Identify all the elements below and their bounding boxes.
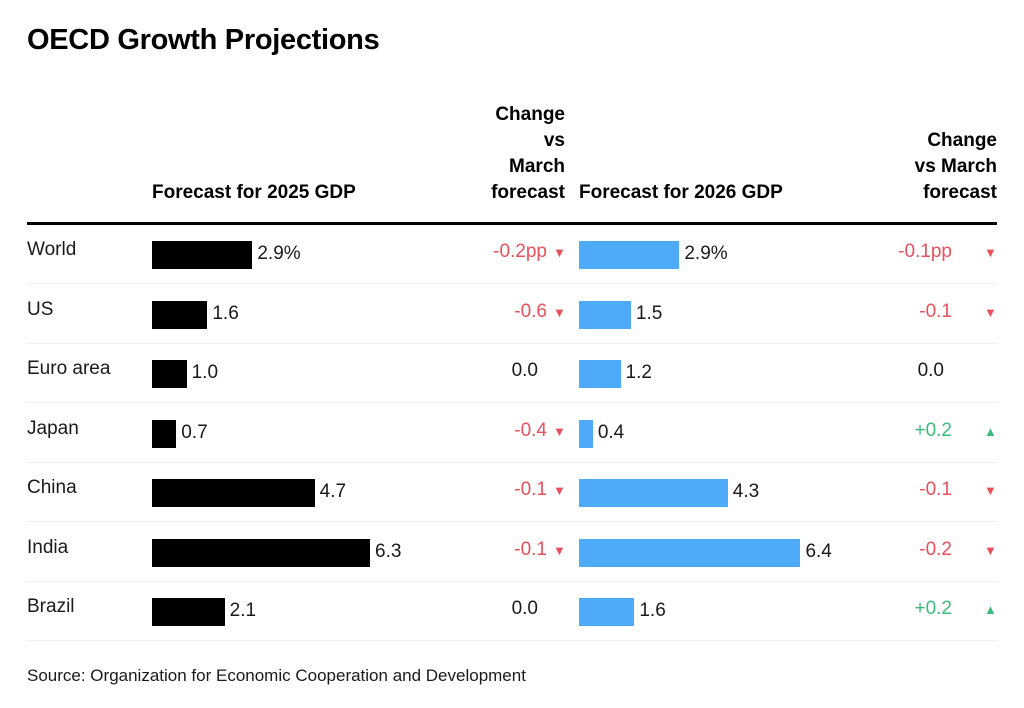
source-note: Source: Organization for Economic Cooper… bbox=[27, 666, 526, 685]
table-row: India 6.3 -0.1 ▼ 6.4 -0.2 ▼ bbox=[27, 523, 997, 582]
down-arrow-icon: ▼ bbox=[553, 483, 566, 498]
bar-2026 bbox=[579, 479, 728, 507]
header-line: vs bbox=[543, 130, 565, 151]
row-divider bbox=[27, 342, 997, 344]
bar-2025 bbox=[152, 300, 208, 329]
value-2025: 6.3 bbox=[375, 540, 402, 562]
change-2025: 0.0 bbox=[511, 360, 538, 381]
down-arrow-icon: ▼ bbox=[553, 542, 566, 558]
country-label: Brazil bbox=[27, 596, 75, 617]
change-2026: -0.1pp bbox=[898, 241, 952, 262]
change-2026: -0.2 bbox=[919, 538, 952, 560]
value-2026: 1.5 bbox=[635, 302, 663, 324]
header-line: Change bbox=[927, 130, 997, 151]
value-2026: 2.9% bbox=[684, 243, 728, 264]
row-divider bbox=[27, 580, 997, 582]
value-2025: 0.7 bbox=[181, 421, 208, 443]
table-row: China 4.7 -0.1 ▼ 4.3 -0.1 ▼ bbox=[27, 463, 997, 522]
value-2025: 1.6 bbox=[212, 302, 239, 324]
change-2026: +0.2 bbox=[914, 419, 952, 441]
change-2026: -0.1 bbox=[919, 479, 952, 500]
bar-2026 bbox=[579, 419, 593, 448]
bar-2025 bbox=[152, 241, 253, 269]
header-line: March bbox=[509, 156, 565, 177]
row-divider bbox=[27, 640, 997, 641]
value-2026: 0.4 bbox=[597, 421, 625, 443]
row-divider bbox=[27, 402, 997, 403]
value-2026: 6.4 bbox=[805, 540, 832, 562]
header-line: forecast bbox=[491, 182, 565, 203]
down-arrow-icon: ▼ bbox=[984, 245, 997, 260]
bar-2025 bbox=[152, 419, 177, 448]
country-label: World bbox=[27, 239, 77, 260]
bar-2025 bbox=[152, 598, 225, 626]
header-change-2026: Change vs March forecast bbox=[870, 128, 997, 206]
down-arrow-icon: ▼ bbox=[984, 483, 997, 498]
row-divider bbox=[27, 461, 997, 463]
value-2026: 4.3 bbox=[732, 481, 760, 502]
country-label: US bbox=[27, 298, 54, 320]
header-line: vs March bbox=[914, 156, 997, 177]
table-row: Brazil 2.1 0.0 1.6 +0.2 ▲ bbox=[27, 582, 997, 641]
bar-2025 bbox=[152, 479, 315, 507]
change-2025: 0.0 bbox=[511, 598, 538, 619]
table-row: Japan 0.7 -0.4 ▼ 0.4 +0.2 ▲ bbox=[27, 404, 997, 463]
bar-2026 bbox=[579, 360, 621, 388]
down-arrow-icon: ▼ bbox=[984, 542, 997, 558]
row-divider bbox=[27, 521, 997, 522]
table-row: World 2.9% -0.2pp ▼ 2.9% -0.1pp ▼ bbox=[27, 225, 997, 284]
bar-2026 bbox=[579, 598, 635, 626]
change-2026: +0.2 bbox=[914, 598, 952, 619]
change-2026: 0.0 bbox=[917, 360, 944, 381]
value-2026: 1.2 bbox=[625, 362, 652, 383]
up-arrow-icon: ▲ bbox=[984, 423, 997, 439]
down-arrow-icon: ▼ bbox=[553, 423, 566, 439]
value-2026: 1.6 bbox=[639, 600, 666, 621]
value-2025: 4.7 bbox=[319, 481, 347, 502]
header-forecast-2025: Forecast for 2025 GDP bbox=[152, 182, 356, 203]
bar-2026 bbox=[579, 300, 631, 329]
header-line: Change bbox=[495, 104, 565, 125]
change-2025: -0.2pp bbox=[493, 241, 547, 262]
value-2025: 1.0 bbox=[191, 362, 219, 383]
header-line: forecast bbox=[923, 182, 997, 203]
bar-2026 bbox=[579, 241, 680, 269]
down-arrow-icon: ▼ bbox=[553, 245, 566, 260]
chart-title: OECD Growth Projections bbox=[27, 24, 380, 56]
value-2025: 2.1 bbox=[229, 600, 257, 621]
country-label: Japan bbox=[27, 417, 79, 439]
header-rule bbox=[27, 222, 997, 225]
up-arrow-icon: ▲ bbox=[984, 602, 997, 617]
bar-2025 bbox=[152, 538, 370, 567]
bar-2026 bbox=[579, 538, 801, 567]
value-2025: 2.9% bbox=[257, 243, 301, 264]
header-forecast-2026: Forecast for 2026 GDP bbox=[579, 182, 783, 203]
table-row: Euro area 1.0 0.0 1.2 0.0 bbox=[27, 344, 997, 403]
row-divider bbox=[27, 283, 997, 284]
change-2025: -0.6 bbox=[514, 300, 547, 322]
down-arrow-icon: ▼ bbox=[984, 304, 997, 320]
change-2025: -0.1 bbox=[514, 479, 547, 500]
table-row: US 1.6 -0.6 ▼ 1.5 -0.1 ▼ bbox=[27, 285, 997, 344]
change-2026: -0.1 bbox=[919, 300, 952, 322]
country-label: China bbox=[27, 477, 77, 498]
change-2025: -0.4 bbox=[514, 419, 547, 441]
bar-2025 bbox=[152, 360, 187, 388]
country-label: Euro area bbox=[27, 358, 111, 379]
change-2025: -0.1 bbox=[514, 538, 547, 560]
header-change-2025: Change vs March forecast bbox=[455, 102, 565, 206]
down-arrow-icon: ▼ bbox=[553, 304, 566, 320]
country-label: India bbox=[27, 536, 69, 558]
